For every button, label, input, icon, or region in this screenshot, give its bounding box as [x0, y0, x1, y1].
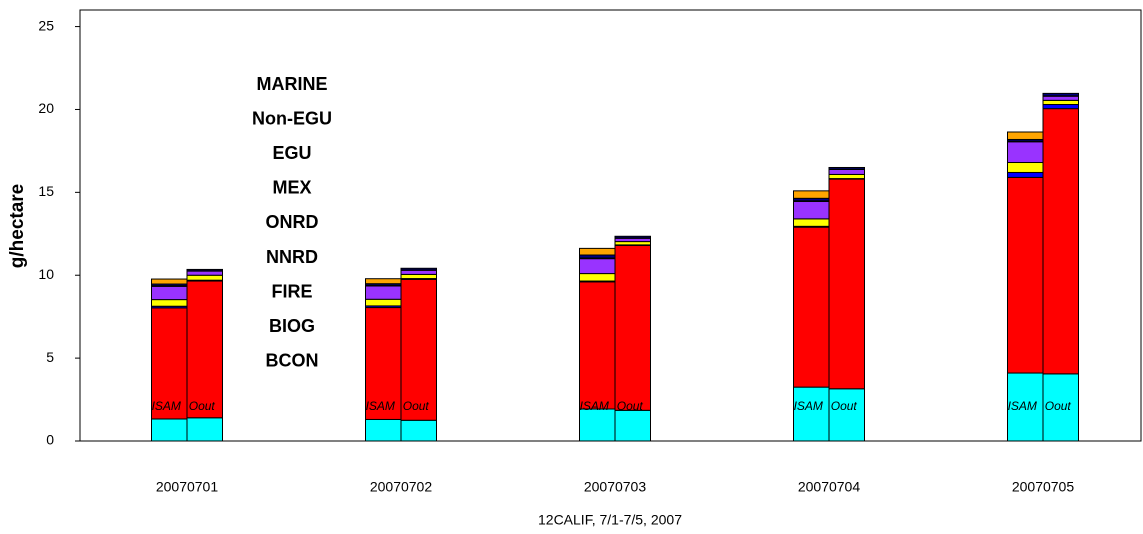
bar-segment [151, 418, 188, 442]
bar-segment [1042, 103, 1079, 110]
x-tick-label: 20070705 [1012, 479, 1075, 495]
bar-segment [828, 173, 865, 180]
bar-segment [828, 388, 865, 442]
y-tick-label: 0 [46, 432, 54, 448]
bar-label: Oout [617, 399, 644, 413]
legend-entry: ONRD [266, 212, 319, 232]
bar-segment [1042, 95, 1079, 101]
legend-entry: FIRE [271, 281, 312, 301]
x-tick-label: 20070703 [584, 479, 647, 495]
bar-segment [793, 200, 830, 220]
bar-segment [614, 409, 651, 442]
bar-label: ISAM [580, 399, 609, 413]
bar-segment [151, 299, 188, 307]
y-tick-label: 10 [38, 266, 54, 282]
bar-segment [793, 226, 830, 388]
bar-segment [579, 281, 616, 410]
bar-segment [1007, 171, 1044, 178]
bar-segment [828, 166, 865, 170]
bar-segment [365, 285, 402, 300]
bar-segment [614, 244, 651, 411]
bar-segment [828, 168, 865, 175]
y-tick-label: 15 [38, 183, 54, 199]
x-tick-label: 20070704 [798, 479, 861, 495]
bar-segment [579, 408, 616, 442]
bar-label: Oout [1045, 399, 1072, 413]
bar-segment [579, 273, 616, 282]
y-tick-label: 25 [38, 17, 54, 33]
x-tick-label: 20070702 [370, 479, 433, 495]
legend-entry: EGU [272, 143, 311, 163]
bar-segment [1007, 176, 1044, 374]
legend-entry: MARINE [257, 74, 328, 94]
bar-label: Oout [403, 399, 430, 413]
bar-label: Oout [189, 399, 216, 413]
bar-segment [579, 258, 616, 275]
bar-label: ISAM [152, 399, 181, 413]
y-axis-title: g/hectare [7, 184, 28, 268]
bar-segment [400, 278, 437, 421]
bar-segment [1007, 162, 1044, 173]
bar-segment [828, 178, 865, 390]
bar-segment [400, 419, 437, 442]
y-tick-label: 20 [38, 100, 54, 116]
bar-label: ISAM [366, 399, 395, 413]
legend-entry: Non-EGU [252, 108, 332, 128]
bar-segment [793, 386, 830, 442]
bar-segment [793, 218, 830, 227]
bar-segment [579, 247, 616, 256]
bar-segment [365, 278, 402, 285]
bar-segment [186, 280, 223, 419]
bar-segment [1042, 99, 1079, 105]
bar-segment [400, 267, 437, 271]
bar-label: ISAM [794, 399, 823, 413]
bar-segment [400, 273, 437, 280]
y-tick-label: 5 [46, 349, 54, 365]
legend-entry: BCON [266, 351, 319, 371]
bar-segment [365, 307, 402, 420]
bar-segment [151, 285, 188, 301]
bar-label: Oout [831, 399, 858, 413]
bar-segment [365, 418, 402, 442]
bar-segment [793, 190, 830, 199]
bar-segment [1042, 92, 1079, 97]
legend-entry: MEX [272, 178, 311, 198]
bar-segment [1007, 131, 1044, 140]
bar-segment [186, 417, 223, 442]
legend-entry: NNRD [266, 247, 318, 267]
bar-segment [186, 274, 223, 281]
bar-segment [1007, 141, 1044, 164]
bar-segment [400, 269, 437, 275]
bar-segment [151, 278, 188, 285]
bar-segment [614, 235, 651, 239]
x-tick-label: 20070701 [156, 479, 219, 495]
x-axis-title: 12CALIF, 7/1-7/5, 2007 [538, 512, 682, 528]
legend-entry: BIOG [269, 316, 315, 336]
bar-segment [1007, 372, 1044, 442]
bar-segment [186, 270, 223, 276]
bar-segment [1042, 108, 1079, 375]
bar-label: ISAM [1008, 399, 1037, 413]
bar-segment [365, 298, 402, 307]
bar-segment [186, 268, 223, 272]
